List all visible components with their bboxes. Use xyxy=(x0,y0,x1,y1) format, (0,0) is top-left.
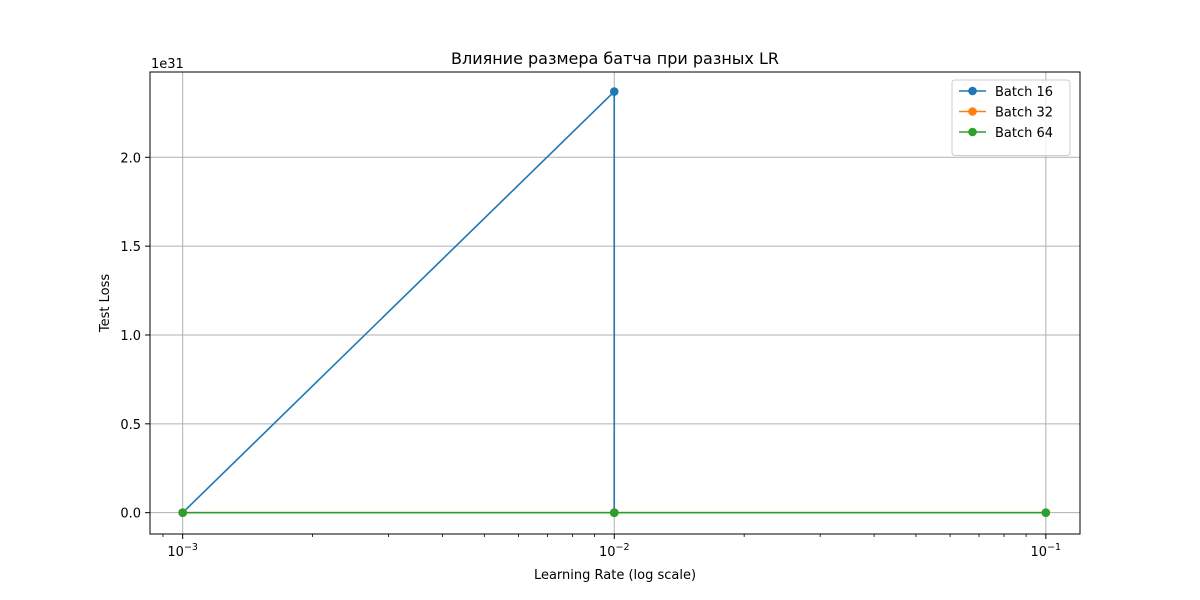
x-tick-label: 10−1 xyxy=(1031,542,1062,560)
legend-item: Batch 64 xyxy=(959,126,1053,141)
legend-marker xyxy=(968,107,977,116)
chart-title: Влияние размера батча при разных LR xyxy=(451,49,779,68)
legend-marker xyxy=(968,86,977,96)
data-point xyxy=(609,87,619,96)
y-tick-label: 0.0 xyxy=(120,507,141,522)
legend-marker xyxy=(968,127,977,137)
y-tick-label: 1.5 xyxy=(120,240,141,255)
y-tick-label: 2.0 xyxy=(120,151,141,166)
x-tick-label: 10−2 xyxy=(599,542,630,560)
x-axis-label: Learning Rate (log scale) xyxy=(534,568,696,583)
data-point xyxy=(609,508,619,517)
data-point xyxy=(178,508,187,517)
plot-series xyxy=(178,87,1051,517)
legend: Batch 16 Batch 32 Batch 64 xyxy=(951,79,1071,156)
y-tick-label: 1.0 xyxy=(120,329,141,344)
legend-item: Batch 32 xyxy=(959,106,1053,121)
series-3 xyxy=(178,508,1051,517)
y-offset-label: 1e31 xyxy=(151,57,184,72)
data-point xyxy=(1041,508,1051,517)
legend-box xyxy=(951,79,1071,156)
legend-item: Batch 16 xyxy=(959,85,1053,100)
x-tick-label: 10−3 xyxy=(167,542,198,560)
legend-label: Batch 32 xyxy=(995,106,1053,121)
axis-ticks: 10−3 10−2 10−1 0.0 0.5 1.0 1.5 2.0 xyxy=(120,151,1061,560)
legend-label: Batch 64 xyxy=(995,126,1053,141)
y-tick-label: 0.5 xyxy=(120,418,141,433)
legend-label: Batch 16 xyxy=(995,85,1053,100)
plot-frame xyxy=(149,71,1081,535)
y-axis-label: Test Loss xyxy=(98,274,113,333)
